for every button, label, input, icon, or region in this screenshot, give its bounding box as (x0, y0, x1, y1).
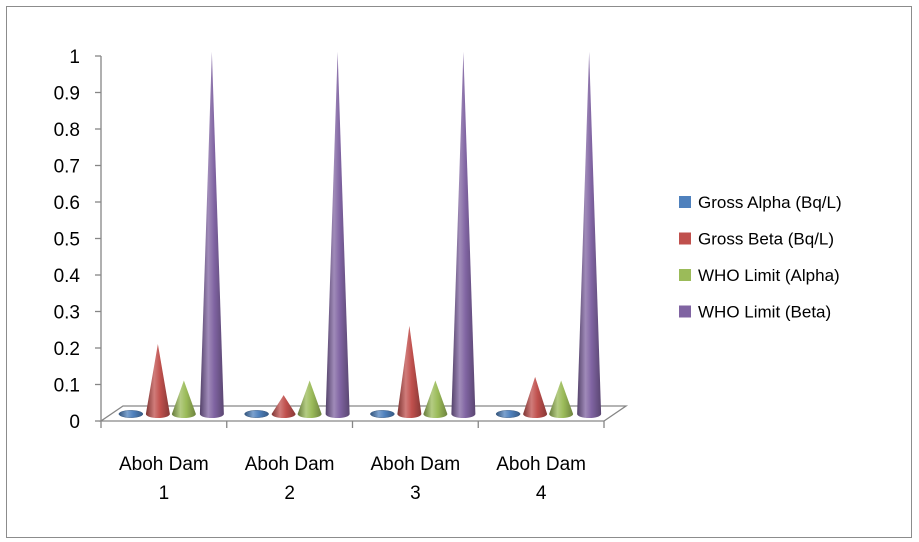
bar-cone (451, 52, 476, 418)
legend-item: Gross Beta (Bq/L) (679, 230, 834, 249)
x-tick-label: Aboh Dam 1 (119, 454, 209, 504)
legend-swatch (679, 305, 691, 318)
legend-swatch (679, 232, 691, 245)
bar-cone-body (271, 395, 296, 418)
x-tick-label: Aboh Dam 2 (245, 454, 335, 504)
bar-cone (297, 380, 322, 418)
bar-cone (325, 52, 350, 418)
bar-cone-body (549, 380, 574, 418)
floor-plane (98, 405, 629, 422)
bar-cone-body (577, 52, 602, 418)
bar-cone-body (325, 52, 350, 418)
bar-cone (370, 410, 395, 418)
bar-cone (495, 410, 521, 418)
legend-label: WHO Limit (Alpha) (698, 266, 840, 285)
x-tick-labels: Aboh Dam 1 Aboh Dam 2 Aboh Dam 3 Aboh Dam 4 (119, 454, 586, 504)
bar-cone (549, 380, 574, 418)
bar-cone-disc (118, 410, 144, 418)
y-tick-label: 0.5 (54, 230, 80, 251)
bar-cone-body (397, 325, 422, 418)
bar-cone (118, 410, 144, 418)
y-tick-label: 0.4 (54, 266, 81, 287)
y-tick-label: 1 (69, 47, 80, 68)
chart-bars (118, 52, 602, 418)
y-tick-labels: 0 0.1 0.2 0.3 0.4 0.5 0.6 0.7 0.8 0.9 1 (54, 47, 81, 433)
y-tick-label: 0.7 (54, 157, 80, 178)
legend: Gross Alpha (Bq/L) Gross Beta (Bq/L) WHO L… (679, 193, 842, 322)
legend-label: Gross Alpha (Bq/L) (698, 193, 842, 212)
y-axis (95, 55, 605, 428)
bar-cone-body (423, 380, 448, 418)
legend-swatch (679, 196, 691, 208)
bar-cone (199, 52, 224, 418)
y-tick-label: 0.9 (54, 84, 80, 105)
bar-cone-disc (495, 410, 521, 418)
bar-cone-body (199, 52, 224, 418)
y-tick-label: 0.3 (54, 303, 80, 324)
bar-cone (171, 380, 196, 418)
bar-cone-body (451, 52, 476, 418)
legend-item: WHO Limit (Alpha) (679, 266, 840, 285)
bar-cone-body (523, 376, 548, 418)
legend-item: WHO Limit (Beta) (679, 303, 831, 322)
legend-label: WHO Limit (Beta) (698, 303, 831, 322)
bar-cone-body (145, 344, 170, 418)
y-tick-label: 0.6 (54, 193, 80, 214)
legend-swatch (679, 269, 691, 281)
bar-cone-disc (244, 410, 269, 418)
bar-cone (577, 52, 602, 418)
bar-cone-body (171, 380, 196, 418)
bar-cone (271, 395, 296, 418)
legend-item: Gross Alpha (Bq/L) (679, 193, 842, 212)
bar-cone (244, 410, 269, 418)
bar-cone-body (297, 380, 322, 418)
bar-cone (145, 344, 170, 418)
bar-cone-disc (370, 410, 395, 418)
legend-label: Gross Beta (Bq/L) (698, 230, 834, 249)
y-tick-label: 0.8 (54, 120, 80, 141)
x-tick-label: Aboh Dam 4 (496, 454, 586, 504)
bar-cone (397, 325, 422, 418)
bar-cone (523, 376, 548, 418)
x-tick-label: Aboh Dam 3 (370, 454, 460, 504)
y-tick-label: 0.1 (54, 376, 80, 397)
bar-cone (423, 380, 448, 418)
y-tick-label: 0.2 (54, 339, 80, 360)
y-tick-label: 0 (69, 412, 80, 433)
chart-floor (98, 405, 629, 422)
